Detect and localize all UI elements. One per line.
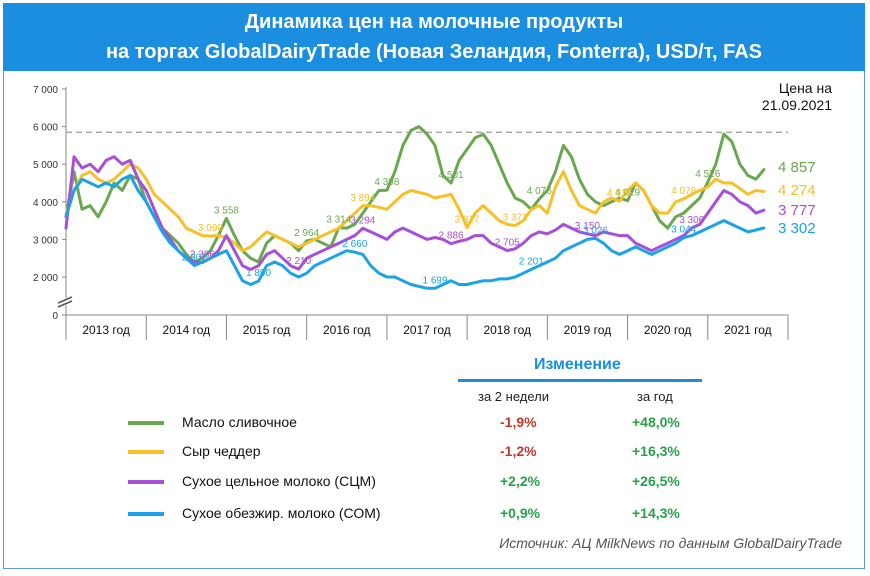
legend-label: Сухое обезжир. молоко (СОМ) xyxy=(182,505,381,521)
series-line-1 xyxy=(64,162,766,253)
price-date-note: Цена на 21.09.2021 xyxy=(762,80,832,114)
data-label: 4 526 xyxy=(695,169,720,180)
y-tick-label: 6 000 xyxy=(33,123,58,134)
data-label: 2 386 xyxy=(190,249,215,260)
change-year: +48,0% xyxy=(632,414,680,430)
legend-swatch xyxy=(128,480,164,484)
column-header-2weeks: за 2 недели xyxy=(478,389,549,404)
change-year: +14,3% xyxy=(632,505,680,521)
data-label: 3 026 xyxy=(583,225,608,236)
data-label: 2 886 xyxy=(439,231,464,242)
x-category-label: 2021 год xyxy=(724,323,772,337)
change-year: +16,3% xyxy=(632,443,680,459)
axis-break-mark xyxy=(57,296,73,304)
data-label: 3 894 xyxy=(350,193,375,204)
legend-label: Сыр чеддер xyxy=(182,443,261,459)
data-label: 4 501 xyxy=(439,170,464,181)
data-label: 1 890 xyxy=(246,268,271,279)
x-category-label: 2016 год xyxy=(323,323,371,337)
current-value-label: 3 302 xyxy=(778,220,816,237)
series-line-3 xyxy=(64,174,766,290)
y-tick-label: 5 000 xyxy=(33,160,58,171)
data-label: 2 201 xyxy=(519,256,544,267)
y-tick-label: 4 000 xyxy=(33,198,58,209)
legend-label: Масло сливочное xyxy=(182,414,297,430)
data-label: 2 660 xyxy=(342,239,367,250)
legend-swatch xyxy=(128,512,164,516)
data-label: 3 371 xyxy=(503,212,528,223)
data-label: 3 558 xyxy=(214,205,239,216)
data-label: 3 317 xyxy=(455,214,480,225)
legend-swatch xyxy=(128,421,164,425)
price-date-line2: 21.09.2021 xyxy=(761,97,832,113)
x-category-label: 2017 год xyxy=(403,323,451,337)
axis-break-mark xyxy=(57,300,73,308)
current-value-label: 3 777 xyxy=(778,202,816,219)
data-label: 3 306 xyxy=(679,215,704,226)
price-date-line1: Цена на xyxy=(778,80,832,96)
data-label: 3 294 xyxy=(350,215,375,226)
y-tick-label: 2 000 xyxy=(33,273,58,284)
data-label: 2 705 xyxy=(495,237,520,248)
data-label: 1 699 xyxy=(423,275,448,286)
chart-title-line2: на торгах GlobalDairyTrade (Новая Зеланд… xyxy=(105,41,763,63)
y-tick-label: 3 000 xyxy=(33,235,58,246)
change-year: +26,5% xyxy=(632,473,680,489)
x-category-label: 2018 год xyxy=(483,323,531,337)
column-header-year: за год xyxy=(637,389,673,404)
legend-swatch xyxy=(128,450,164,454)
current-value-label: 4 274 xyxy=(778,182,816,199)
current-value-label: 4 857 xyxy=(778,159,816,176)
data-label: 4 308 xyxy=(374,177,399,188)
data-label: 4 076 xyxy=(527,186,552,197)
data-label: 2 964 xyxy=(294,228,319,239)
data-label: 4 015 xyxy=(607,188,632,199)
x-category-label: 2013 год xyxy=(82,323,130,337)
data-label: 2 307 xyxy=(182,252,207,263)
data-label: 4 078 xyxy=(671,186,696,197)
change-2weeks: +2,2% xyxy=(500,473,541,489)
chart-title: Динамика цен на молочные продукты на тор… xyxy=(3,3,865,71)
data-label: 3 314 xyxy=(326,215,351,226)
data-label: 4 029 xyxy=(615,188,640,199)
changes-underline xyxy=(458,379,702,382)
change-2weeks: +0,9% xyxy=(500,505,541,521)
source-note: Источник: АЦ MilkNews по данным GlobalDa… xyxy=(499,535,842,551)
legend-label: Сухое цельное молоко (СЦМ) xyxy=(182,473,376,489)
y-tick-label: 0 xyxy=(52,311,58,322)
chart-title-line1: Динамика цен на молочные продукты xyxy=(244,11,624,33)
y-tick-label: 7 000 xyxy=(33,85,58,96)
data-label: 3 150 xyxy=(575,221,600,232)
change-2weeks: -1,2% xyxy=(500,443,537,459)
x-category-label: 2015 год xyxy=(243,323,291,337)
changes-title: Изменение xyxy=(534,356,621,373)
x-category-label: 2020 год xyxy=(644,323,692,337)
data-label: 3 090 xyxy=(198,223,223,234)
x-category-label: 2019 год xyxy=(564,323,612,337)
data-label: 3 044 xyxy=(671,225,696,236)
x-category-label: 2014 год xyxy=(163,323,211,337)
data-label: 2 210 xyxy=(286,256,311,267)
change-2weeks: -1,9% xyxy=(500,414,537,430)
